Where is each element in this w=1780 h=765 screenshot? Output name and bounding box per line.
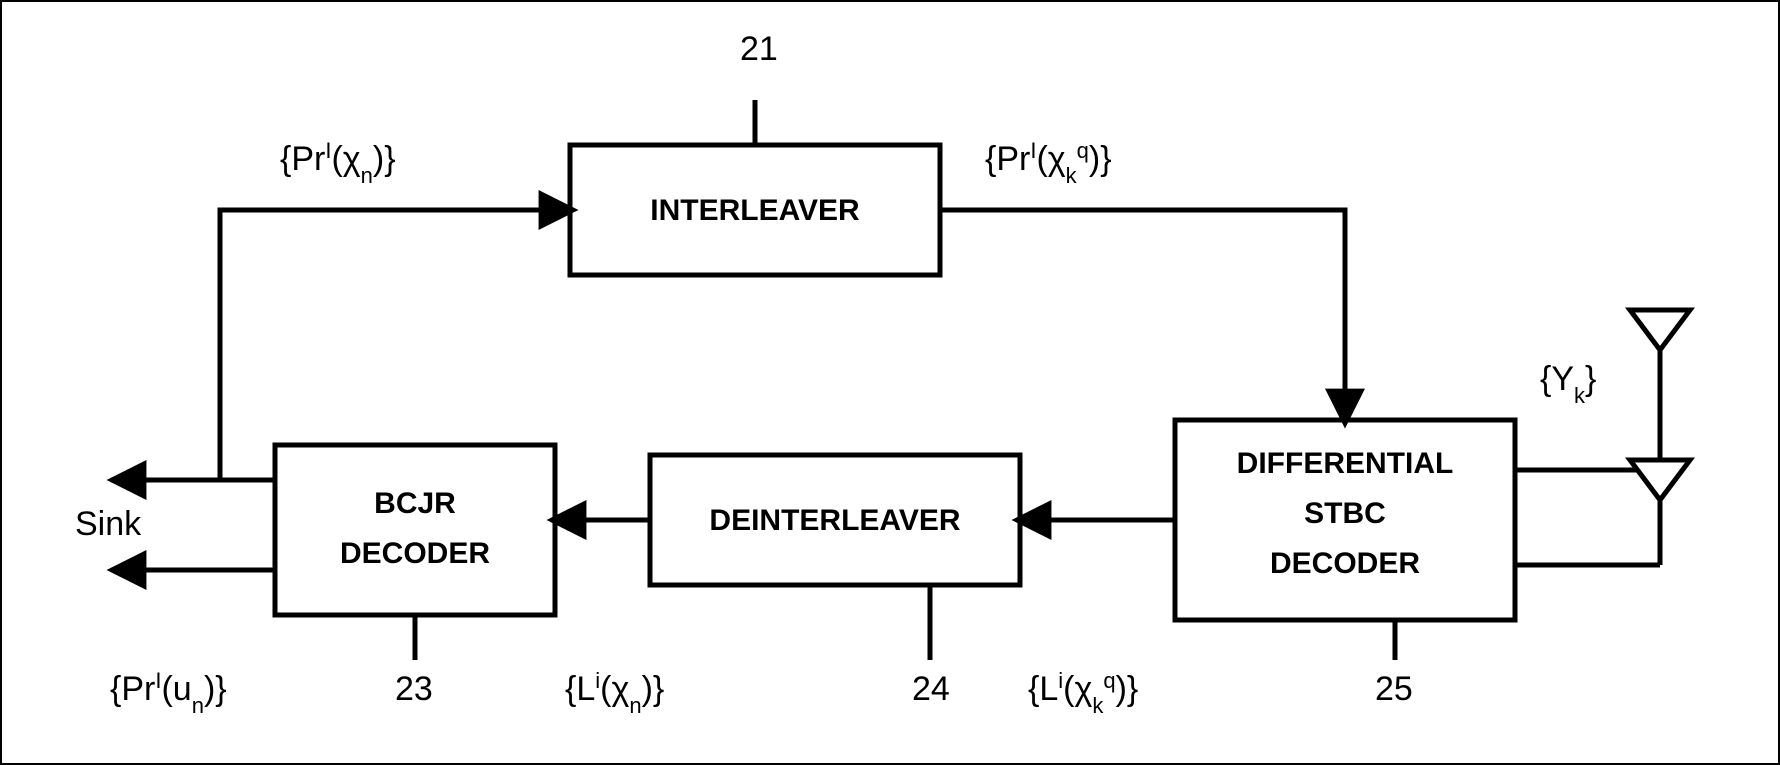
label-pr-un: {PrI(un)} xyxy=(110,668,227,718)
diffstbc-line1: DIFFERENTIAL xyxy=(1237,447,1454,480)
label-sink: Sink xyxy=(75,505,142,543)
bcjr-line1: BCJR xyxy=(374,487,456,520)
bcjr-line2: DECODER xyxy=(340,537,490,570)
label-pr-xkq: {PrI(χkq)} xyxy=(985,138,1112,188)
deinterleaver-label: DEINTERLEAVER xyxy=(709,504,960,537)
diffstbc-line3: DECODER xyxy=(1270,547,1420,580)
interleaver-label: INTERLEAVER xyxy=(650,194,860,227)
arrow-bcjr-to-interleaver xyxy=(220,210,570,480)
interleaver-block: INTERLEAVER xyxy=(570,145,940,275)
diagram-frame xyxy=(1,1,1779,764)
bcjr-decoder-block: BCJR DECODER xyxy=(275,445,555,615)
ref-23: 23 xyxy=(395,670,433,708)
ref-24: 24 xyxy=(912,670,950,708)
label-pr-xn: {PrI(χn)} xyxy=(280,138,396,188)
label-l-xkq: {Li(χkq)} xyxy=(1028,668,1138,718)
ref-25: 25 xyxy=(1375,670,1413,708)
arrow-interleaver-to-diffstbc xyxy=(940,210,1345,420)
label-yk: {Yk} xyxy=(1540,360,1596,408)
antenna-2 xyxy=(1515,460,1690,565)
deinterleaver-block: DEINTERLEAVER xyxy=(650,455,1020,585)
diffstbc-line2: STBC xyxy=(1304,497,1386,530)
label-l-xn: {Li(χn)} xyxy=(565,668,664,718)
ref-21: 21 xyxy=(740,30,778,68)
diff-stbc-decoder-block: DIFFERENTIAL STBC DECODER xyxy=(1175,420,1515,620)
